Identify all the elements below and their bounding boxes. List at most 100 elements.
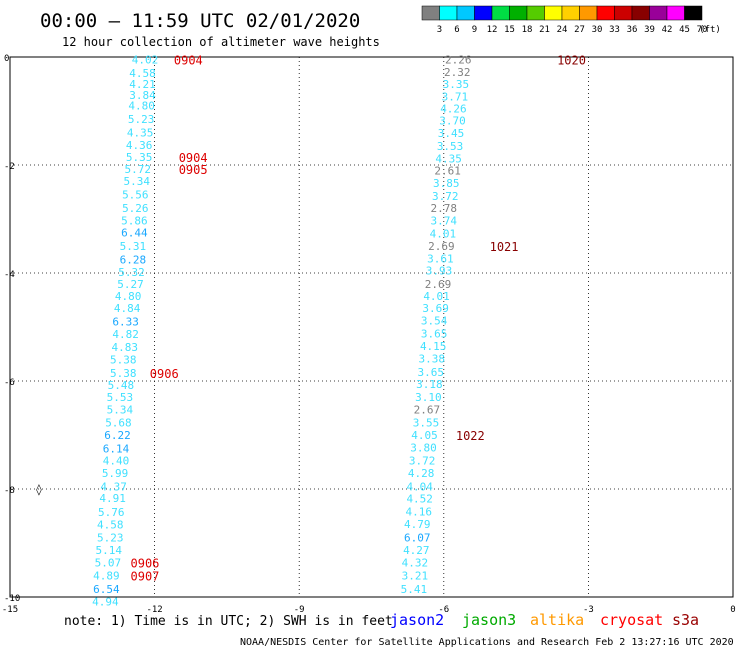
wave-height-value: 4.80 [128, 100, 155, 113]
wave-height-value: 6.14 [103, 443, 130, 456]
colorbar-swatch [544, 5, 563, 21]
colorbar-swatch [614, 5, 633, 21]
wave-height-value: 3.45 [438, 127, 465, 140]
wave-height-value: 4.83 [111, 341, 138, 354]
wave-height-value: 4.36 [126, 139, 153, 152]
x-tick-label: -6 [438, 605, 449, 615]
wave-height-value: 5.38 [110, 367, 137, 380]
colorbar-swatch [526, 5, 545, 21]
wave-height-value: 2.69 [428, 240, 455, 253]
wave-height-value: 3.85 [433, 177, 460, 190]
wave-height-value: 5.32 [118, 266, 145, 279]
time-label: 0906 [131, 556, 160, 570]
wave-height-value: 3.72 [409, 454, 436, 467]
wave-height-value: 5.99 [102, 467, 129, 480]
wave-height-value: 3.55 [413, 417, 440, 430]
wave-height-value: 5.23 [128, 113, 155, 126]
wave-height-value: 2.67 [414, 404, 441, 417]
wave-height-value: 5.53 [107, 391, 134, 404]
y-tick-label: -10 [4, 594, 20, 604]
wave-height-value: 4.15 [420, 340, 447, 353]
wave-height-value: 5.56 [122, 189, 149, 202]
legend-jason2: jason2 [390, 611, 444, 629]
colorbar-label: 45 [679, 25, 690, 35]
wave-height-value: 6.33 [112, 316, 139, 329]
wave-height-value: 3.71 [442, 90, 469, 103]
colorbar-label: 18 [522, 25, 533, 35]
colorbar-swatch [684, 5, 703, 21]
wave-height-value: 4.32 [402, 556, 429, 569]
colorbar-swatch [596, 5, 615, 21]
wave-height-value: 6.44 [121, 227, 148, 240]
satellite-legend: jason2 jason3 altika cryosat s3a [390, 611, 699, 629]
time-label: 1021 [490, 240, 519, 254]
colorbar-swatch [631, 5, 650, 21]
wave-height-value: 3.84 [129, 89, 156, 102]
wave-height-value: 2.61 [434, 164, 461, 177]
chart-title: 00:00 – 11:59 UTC 02/01/2020 [40, 10, 360, 32]
plot-frame [9, 56, 734, 598]
wave-height-value: 5.41 [401, 583, 428, 596]
wave-height-value: 4.82 [112, 328, 139, 341]
wave-height-value: 3.53 [437, 140, 464, 153]
wave-height-value: 3.61 [427, 252, 454, 265]
legend-s3a: s3a [672, 611, 699, 629]
wave-height-value: 3.74 [431, 215, 458, 228]
wave-height-value: 4.26 [440, 102, 467, 115]
colorbar-label: 27 [574, 25, 585, 35]
wave-height-value: 3.93 [426, 264, 453, 277]
wave-height-value: 2.26 [445, 54, 472, 67]
time-label: 0906 [150, 367, 179, 381]
colorbar-swatch [474, 5, 493, 21]
track-marker: ◊ [36, 483, 43, 496]
colorbar-swatch [561, 5, 580, 21]
x-tick-label: -3 [583, 605, 594, 615]
wave-height-value: 4.84 [114, 302, 141, 315]
wave-height-points: 4.024.584.213.844.805.234.354.365.355.72… [92, 54, 471, 609]
wave-height-value: 2.78 [431, 202, 458, 215]
time-label: 0904 [174, 54, 203, 68]
markers: ◊ [36, 483, 43, 496]
colorbar-swatch [509, 5, 528, 21]
x-tick-label: -9 [294, 605, 305, 615]
wave-height-value: 6.28 [120, 254, 147, 267]
legend-altika: altika [530, 611, 584, 629]
wave-height-value: 4.01 [423, 290, 450, 303]
colorbar-swatch [491, 5, 510, 21]
wave-height-value: 2.32 [444, 66, 471, 79]
colorbar-swatch [649, 5, 668, 21]
time-label: 1020 [557, 54, 586, 68]
legend-cryosat: cryosat [600, 611, 663, 629]
y-tick-label: 0 [4, 54, 9, 64]
wave-height-value: 4.02 [132, 54, 159, 67]
wave-height-value: 4.94 [92, 595, 119, 608]
wave-height-value: 3.70 [439, 115, 466, 128]
wave-height-value: 4.28 [408, 467, 435, 480]
colorbar-label: 70 [697, 25, 708, 35]
x-tick-label: 0 [730, 605, 735, 615]
wave-height-value: 4.58 [129, 67, 156, 80]
axis-ticks: -15 -12 -9 -6 -3 0 0 -2 -4 -6 -8 -10 [2, 54, 736, 615]
x-tick-label: -12 [146, 605, 162, 615]
y-tick-label: -4 [4, 270, 15, 280]
wave-height-value: 5.76 [98, 506, 125, 519]
wave-height-value: 4.35 [127, 127, 154, 140]
wave-height-value: 5.68 [105, 417, 132, 430]
wave-height-value: 4.21 [129, 78, 156, 91]
wave-height-value: 6.07 [404, 532, 431, 545]
y-tick-label: -8 [4, 486, 15, 496]
wave-height-value: 3.54 [421, 315, 448, 328]
colorbar-label: 6 [454, 25, 459, 35]
y-tick-label: -6 [4, 378, 15, 388]
wave-height-value: 5.14 [96, 544, 123, 557]
colorbar-label: 9 [472, 25, 477, 35]
colorbar-label: 12 [487, 25, 498, 35]
footer-credit: NOAA/NESDIS Center for Satellite Applica… [240, 637, 734, 648]
wave-height-value: 2.69 [425, 278, 452, 291]
wave-height-value: 3.10 [415, 391, 442, 404]
wave-height-value: 4.58 [97, 519, 124, 532]
colorbar-label: 3 [437, 25, 442, 35]
wave-height-value: 4.40 [103, 454, 130, 467]
wave-height-value: 4.80 [115, 290, 142, 303]
